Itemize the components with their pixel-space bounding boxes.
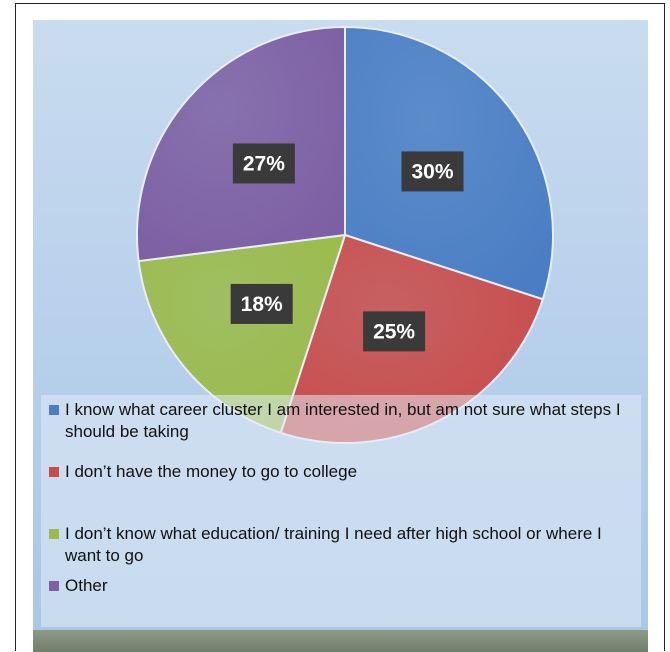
legend-swatch	[49, 467, 59, 477]
data-label-text: 25%	[373, 320, 415, 343]
legend-item: I don’t have the money to go to college	[49, 461, 639, 483]
bottom-strip	[33, 630, 648, 652]
legend-label: I don’t know what education/ training I …	[65, 524, 602, 565]
data-label: 18%	[230, 283, 293, 324]
data-label-text: 30%	[411, 160, 453, 183]
data-label-box	[232, 143, 295, 184]
chart-area: 30% 25% 18% 27% I know what career cluster …	[33, 20, 648, 652]
legend-swatch	[49, 529, 59, 539]
legend-swatch	[49, 581, 59, 591]
data-label: 27%	[232, 143, 295, 184]
data-label-text: 18%	[241, 293, 283, 316]
data-label-box	[363, 311, 426, 352]
data-label-box	[230, 283, 293, 324]
legend-item: I know what career cluster I am interest…	[49, 399, 639, 443]
legend-label: I don’t have the money to go to college	[65, 462, 358, 481]
legend-item: Other	[49, 575, 639, 597]
legend-item: I don’t know what education/ training I …	[49, 523, 639, 567]
data-label: 30%	[401, 151, 464, 192]
data-label-text: 27%	[243, 152, 285, 175]
legend-label: I know what career cluster I am interest…	[65, 400, 621, 441]
data-label-box	[401, 151, 464, 192]
pie-chart: 30% 25% 18% 27%	[136, 25, 554, 444]
legend: I know what career cluster I am interest…	[41, 395, 641, 627]
legend-swatch	[49, 405, 59, 415]
data-label: 25%	[363, 311, 426, 352]
legend-label: Other	[65, 576, 108, 595]
